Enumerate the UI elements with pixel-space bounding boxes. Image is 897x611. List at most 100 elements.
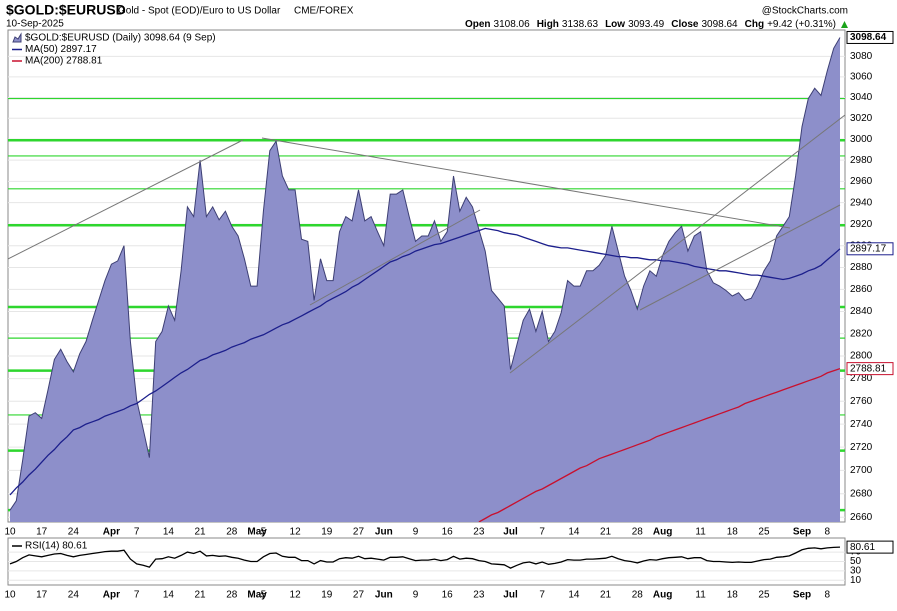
x-tick-label: 5	[261, 527, 267, 538]
value-tag-label: 2897.17	[850, 243, 887, 254]
y-tick-label: 2880	[850, 262, 873, 273]
x-tick-label: 10	[4, 527, 16, 538]
x-tick-label: Sep	[793, 590, 811, 601]
line	[9, 546, 841, 569]
x-tick-label: 7	[539, 527, 545, 538]
x-tick-label: 16	[442, 590, 454, 601]
x-tick-label: 9	[413, 590, 419, 601]
x-tick-label: 17	[36, 527, 48, 538]
quote-label: Chg	[745, 19, 764, 30]
x-tick-label: 21	[600, 590, 612, 601]
quote-label: High	[537, 19, 559, 30]
quote-label: Open	[465, 19, 491, 30]
date: 10-Sep-2025	[6, 19, 64, 30]
x-tick-label: 17	[36, 590, 48, 601]
x-tick-label: Apr	[103, 590, 120, 601]
x-tick-label: 19	[321, 527, 333, 538]
y-tick-label: 2800	[850, 351, 873, 362]
x-tick-label: Jun	[375, 527, 393, 538]
y-tick-label: 3000	[850, 134, 873, 145]
trendline	[509, 114, 845, 374]
x-tick-label: Jun	[375, 590, 393, 601]
x-tick-label: 28	[632, 527, 644, 538]
x-tick-label: 27	[353, 527, 365, 538]
y-tick-label: 2660	[850, 512, 873, 523]
y-tick-label: 2780	[850, 373, 873, 384]
x-tick-label: 28	[226, 527, 238, 538]
trendline	[8, 139, 244, 260]
y-tick-label: 2860	[850, 284, 873, 295]
trendline	[261, 137, 791, 229]
legend-label: MA(200) 2788.81	[25, 56, 103, 67]
x-tick-label: 19	[321, 590, 333, 601]
y-tick-label: 3060	[850, 72, 873, 83]
y-tick-label: 2700	[850, 465, 873, 476]
x-tick-label: 7	[539, 590, 545, 601]
x-tick-label: 5	[261, 590, 267, 601]
x-tick-label: 21	[600, 527, 612, 538]
x-tick-label: 11	[695, 590, 706, 601]
y-tick-label: 3020	[850, 113, 873, 124]
x-tick-label: 25	[758, 590, 770, 601]
quote-label: Low	[605, 19, 625, 30]
y-tick-label: 10	[850, 575, 862, 586]
quote-value: 3108.06	[494, 19, 531, 30]
x-tick-label: 14	[568, 590, 580, 601]
symbol: $GOLD:$EURUSD	[6, 2, 126, 18]
line	[9, 227, 841, 496]
legend-label: RSI(14) 80.61	[25, 541, 88, 552]
quote-value: +9.42 (+0.31%)	[767, 19, 836, 30]
y-tick-label: 2980	[850, 155, 873, 166]
x-tick-label: 7	[134, 590, 140, 601]
x-tick-label: May	[247, 590, 267, 601]
line	[478, 367, 841, 522]
value-tag	[846, 362, 894, 376]
legend-label: MA(50) 2897.17	[25, 44, 97, 55]
x-tick-label: 21	[195, 527, 207, 538]
x-tick-label: Apr	[103, 527, 120, 538]
x-tick-label: 8	[825, 590, 831, 601]
quote-value: 3093.49	[628, 19, 665, 30]
x-tick-label: 12	[290, 590, 302, 601]
x-tick-label: 23	[473, 527, 485, 538]
exchange: CME/FOREX	[294, 6, 354, 17]
x-tick-label: Sep	[793, 527, 811, 538]
trendline	[309, 209, 481, 306]
area-edge	[9, 37, 841, 511]
y-tick-label: 2920	[850, 219, 873, 230]
quote-value: 3138.63	[562, 19, 599, 30]
source: @StockCharts.com	[762, 6, 848, 17]
x-tick-label: 14	[163, 527, 175, 538]
x-tick-label: 28	[632, 590, 644, 601]
x-tick-label: 7	[134, 527, 140, 538]
x-tick-label: 11	[695, 527, 706, 538]
x-tick-label: 10	[4, 590, 16, 601]
quote-label: Close	[671, 19, 699, 30]
trendline	[639, 204, 841, 311]
value-tag-label: 2788.81	[850, 363, 887, 374]
x-tick-label: Jul	[503, 527, 518, 538]
value-tag-label: 80.61	[850, 542, 875, 553]
x-tick-label: Aug	[653, 590, 672, 601]
y-tick-label: 2960	[850, 176, 873, 187]
legend-icon	[12, 32, 22, 43]
value-tag	[846, 30, 894, 44]
x-tick-label: 18	[727, 527, 739, 538]
overlay: 2660 2680 2700 2720 2740 2760 2780 2800 2820 2840…	[12, 30, 894, 586]
quote-value: 3098.64	[701, 19, 738, 30]
y-tick-label: 2760	[850, 396, 873, 407]
x-tick-label: 25	[758, 527, 770, 538]
up-arrow	[841, 21, 848, 28]
value-tag	[846, 242, 894, 256]
x-tick-label: 23	[473, 590, 485, 601]
x-tick-label: 12	[290, 527, 302, 538]
y-tick-label: 2820	[850, 328, 873, 339]
rsi-plot	[8, 546, 845, 581]
x-tick-label: 18	[727, 590, 739, 601]
quote: Open 3108.06 High 3138.63 Low 3093.49 Close 309…	[465, 19, 836, 30]
x-tick-label: 8	[825, 527, 831, 538]
y-tick-label: 2720	[850, 442, 873, 453]
x-tick-label: 24	[68, 590, 80, 601]
x-tick-label: 9	[413, 527, 419, 538]
